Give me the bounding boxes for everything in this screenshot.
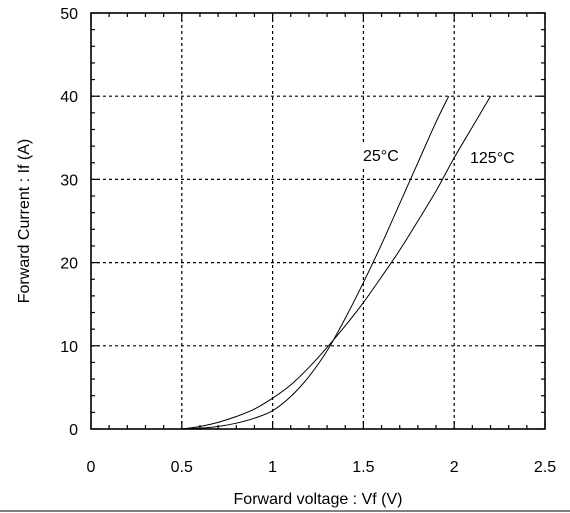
axis-ticks	[90, 12, 546, 430]
y-axis-title: Forward Current : If (A)	[16, 139, 33, 303]
x-tick-label: 1	[268, 459, 277, 476]
y-tick-labels: 0 10 20 30 40 50	[60, 6, 78, 439]
y-tick-label: 10	[60, 339, 78, 356]
y-tick-label: 0	[69, 422, 78, 439]
x-axis-title: Forward voltage : Vf (V)	[234, 491, 403, 508]
series-line-1	[181, 95, 491, 430]
y-tick-label: 40	[60, 89, 78, 106]
x-tick-label: 2.5	[534, 459, 556, 476]
grid	[91, 13, 545, 429]
series-label-bg-25c	[361, 144, 413, 166]
x-tick-label: 0	[87, 459, 96, 476]
series-label-25c: 25°C	[363, 148, 399, 165]
x-tick-label: 0.5	[171, 459, 193, 476]
series-line-0	[181, 95, 450, 430]
series-label-bg-125c	[468, 146, 534, 168]
y-tick-label: 20	[60, 256, 78, 273]
series-label-125c: 125°C	[470, 150, 515, 167]
x-tick-labels: 0 0.5 1 1.5 2 2.5	[87, 459, 557, 476]
x-tick-label: 2	[450, 459, 459, 476]
y-tick-label: 50	[60, 6, 78, 23]
series-curves	[181, 95, 491, 430]
x-tick-label: 1.5	[352, 459, 374, 476]
plot-frame	[90, 12, 546, 430]
y-tick-label: 30	[60, 172, 78, 189]
